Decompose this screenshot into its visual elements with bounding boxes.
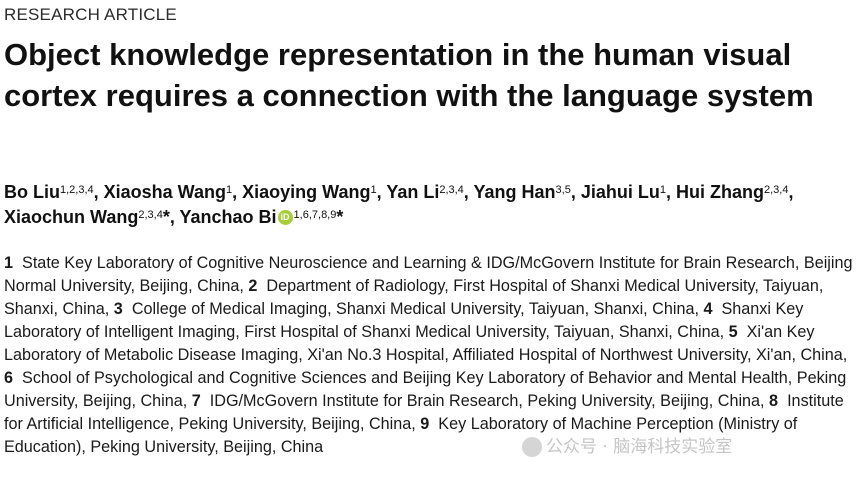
- author-name: Xiaoying Wang: [242, 182, 371, 202]
- author-affiliation-ref: 3,5: [555, 184, 571, 196]
- affiliation-number: 6: [4, 369, 14, 387]
- author: Yang Han3,5: [473, 182, 570, 202]
- affiliation-number: 1: [4, 254, 14, 272]
- author-name: Xiaosha Wang: [103, 182, 227, 202]
- author: Xiaochun Wang2,3,4*: [4, 207, 170, 227]
- affiliation-number: 5: [728, 323, 738, 341]
- affiliation-item: 7 IDG/McGovern Institute for Brain Resea…: [192, 392, 760, 410]
- affiliation-number: 4: [703, 300, 713, 318]
- affiliation-item: 3 College of Medical Imaging, Shanxi Med…: [114, 300, 695, 318]
- author-name: Yanchao Bi: [179, 207, 277, 227]
- author-name: Hui Zhang: [675, 182, 764, 202]
- author-affiliation-ref: 2,3,4: [763, 184, 789, 196]
- author-affiliation-ref: 1: [659, 184, 666, 196]
- author-name: Yan Li: [386, 182, 440, 202]
- affiliation-item: 2 Department of Radiology, First Hospita…: [4, 277, 823, 318]
- corresponding-author-mark: *: [162, 207, 170, 227]
- article-type-label: RESEARCH ARTICLE: [4, 5, 177, 24]
- affiliation-item: 4 Shanxi Key Laboratory of Intelligent I…: [4, 300, 803, 341]
- affiliation-item: 5 Xi'an Key Laboratory of Metabolic Dise…: [4, 323, 843, 364]
- article-title: Object knowledge representation in the h…: [4, 37, 814, 113]
- affiliation-text: State Key Laboratory of Cognitive Neuros…: [4, 254, 853, 295]
- author: Xiaoying Wang1: [242, 182, 376, 202]
- author-affiliation-ref: 2,3,4: [138, 209, 163, 221]
- affiliation-text: IDG/McGovern Institute for Brain Researc…: [209, 392, 761, 410]
- author-affiliation-ref: 1: [370, 184, 377, 196]
- affiliation-text: Institute for Artificial Intelligence, P…: [4, 392, 844, 433]
- affiliation-number: 3: [113, 300, 123, 318]
- affiliation-item: 8 Institute for Artificial Intelligence,…: [4, 392, 844, 433]
- author: Hui Zhang2,3,4: [676, 182, 788, 202]
- affiliation-item: 6 School of Psychological and Cognitive …: [4, 369, 846, 410]
- affiliation-number: 8: [769, 392, 779, 410]
- affiliation-text: School of Psychological and Cognitive Sc…: [4, 369, 847, 410]
- author-name: Bo Liu: [4, 182, 60, 202]
- affiliation-text: College of Medical Imaging, Shanxi Medic…: [131, 300, 695, 318]
- affiliation-list: 1 State Key Laboratory of Cognitive Neur…: [4, 254, 853, 456]
- author: Bo Liu1,2,3,4: [4, 182, 94, 202]
- author-name: Jiahui Lu: [580, 182, 660, 202]
- affiliation-text: Xi'an Key Laboratory of Metabolic Diseas…: [4, 323, 843, 364]
- affiliation-text: Shanxi Key Laboratory of Intelligent Ima…: [4, 300, 804, 341]
- author: Yanchao Bi iD 1,6,7,8,9*: [180, 207, 344, 227]
- corresponding-author-mark: *: [336, 207, 344, 227]
- author-affiliation-ref: 2,3,4: [439, 184, 464, 196]
- author-affiliation-ref: 1,6,7,8,9: [293, 209, 337, 221]
- author-list: Bo Liu1,2,3,4, Xiaosha Wang1, Xiaoying W…: [4, 182, 794, 227]
- affiliation-number: 7: [191, 392, 201, 410]
- author: Yan Li2,3,4: [386, 182, 463, 202]
- affiliation-number: 2: [248, 277, 258, 295]
- affiliation-item: 1 State Key Laboratory of Cognitive Neur…: [4, 254, 853, 295]
- affiliation-item: 9 Key Laboratory of Machine Perception (…: [4, 415, 797, 456]
- orcid-icon[interactable]: iD: [277, 209, 293, 225]
- author: Xiaosha Wang1: [104, 182, 232, 202]
- affiliation-text: Key Laboratory of Machine Perception (Mi…: [4, 415, 798, 456]
- author: Jiahui Lu1: [581, 182, 666, 202]
- affiliation-text: Department of Radiology, First Hospital …: [4, 277, 824, 318]
- author-name: Xiaochun Wang: [4, 207, 139, 227]
- author-name: Yang Han: [473, 182, 556, 202]
- affiliation-number: 9: [420, 415, 430, 433]
- author-affiliation-ref: 1: [226, 184, 233, 196]
- author-affiliation-ref: 1,2,3,4: [60, 184, 94, 196]
